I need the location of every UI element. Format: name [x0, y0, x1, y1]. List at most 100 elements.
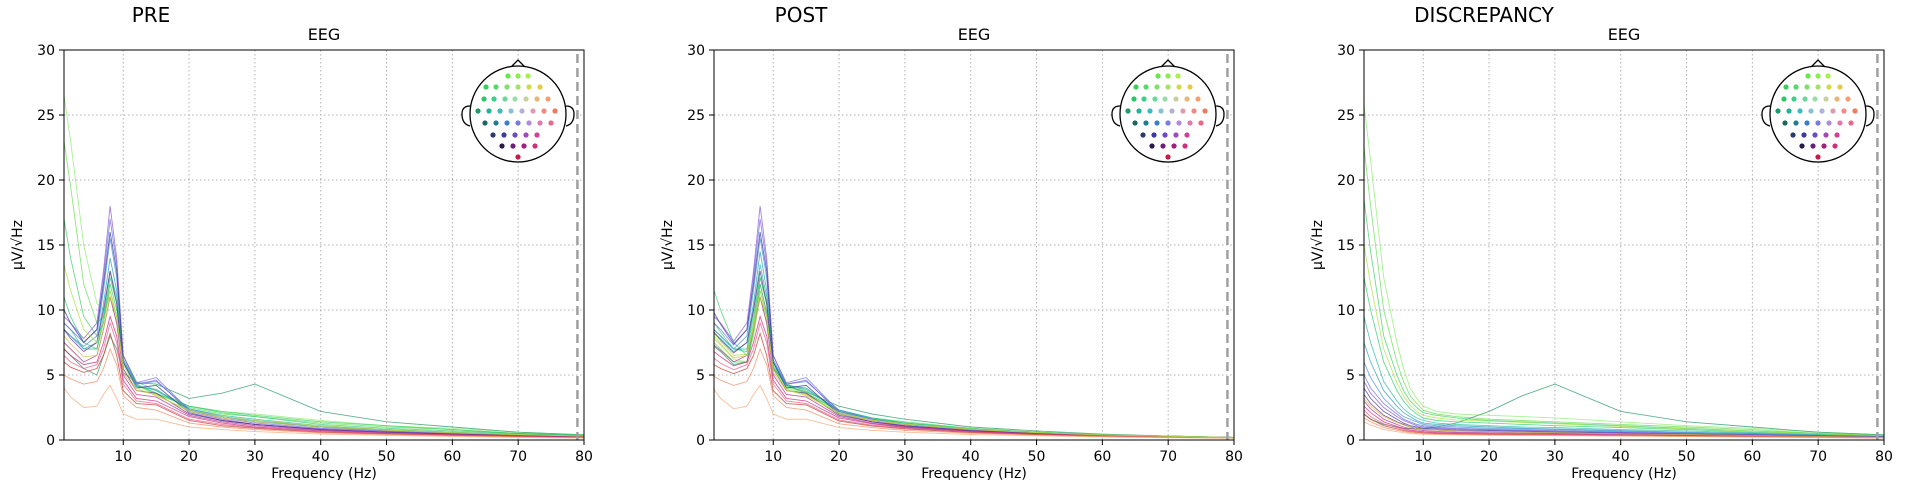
psd-trace [713, 321, 1235, 439]
sensor-dot [1783, 84, 1789, 90]
psd-trace [713, 264, 1235, 438]
sensor-dot [1802, 96, 1808, 102]
sensor-dot [1184, 96, 1190, 102]
sensor-dot [493, 84, 499, 90]
sensor-dot [1834, 132, 1840, 138]
psd-trace [63, 295, 585, 437]
x-tick-label: 30 [896, 449, 914, 465]
psd-trace [63, 231, 585, 438]
x-axis: 10 20 30 40 50 60 70 80 [764, 440, 1243, 465]
sensor-dot [525, 73, 531, 79]
x-tick-label: 10 [114, 449, 132, 465]
psd-trace [713, 384, 1235, 439]
sensor-dot [548, 120, 554, 126]
x-tick-label: 70 [509, 449, 527, 465]
sensor-dot [1191, 108, 1197, 114]
sensor-dot [526, 84, 532, 90]
sensor-dot [1173, 132, 1179, 138]
psd-trace [63, 277, 585, 436]
head-outline [1769, 65, 1867, 163]
x-axis: 10 20 30 40 50 60 70 80 [114, 440, 593, 465]
psd-trace [63, 296, 585, 438]
x-tick-label: 60 [443, 449, 461, 465]
y-tick-label: 5 [1346, 368, 1355, 384]
x-tick-label: 30 [246, 449, 264, 465]
psd-trace [713, 347, 1235, 439]
sensor-dot [1804, 84, 1810, 90]
sensor-dot [1154, 120, 1160, 126]
sensor-dot [1815, 73, 1821, 79]
sensor-dot [502, 96, 508, 102]
sensor-dot [1131, 96, 1137, 102]
psd-trace [63, 205, 585, 437]
y-tick-label: 30 [1337, 43, 1355, 59]
sensor-dot [552, 108, 558, 114]
sensor-dot [493, 120, 499, 126]
sensor-dot [1162, 132, 1168, 138]
sensor-dot [1160, 143, 1166, 149]
x-tick-label: 20 [830, 449, 848, 465]
sensor-dot [1125, 108, 1131, 114]
y-axis: 0 5 10 15 20 25 30 [687, 43, 714, 449]
right-ear-outline [1215, 105, 1225, 127]
sensor-dot [504, 120, 510, 126]
sensor-dot [1841, 108, 1847, 114]
sensor-dot [1169, 108, 1175, 114]
sensor-dot [1152, 96, 1158, 102]
psd-trace [63, 321, 585, 438]
panel-pre: PRE EEG 10 20 30 40 50 60 70 80 0 5 10 15 20 25 30 Fr… [10, 3, 593, 480]
psd-trace [63, 334, 585, 436]
psd-trace [713, 295, 1235, 438]
sensor-dot [526, 120, 532, 126]
psd-traces [1363, 104, 1885, 439]
y-tick-label: 15 [37, 238, 55, 254]
sensor-dot [1804, 120, 1810, 126]
chart-title: EEG [308, 25, 341, 44]
psd-trace [63, 264, 585, 437]
sensor-dot [534, 132, 540, 138]
sensor-dot [1195, 96, 1201, 102]
chart-title: EEG [1608, 25, 1641, 44]
x-tick-label: 50 [1678, 449, 1696, 465]
y-tick-label: 20 [37, 173, 55, 189]
sensor-dot [1155, 73, 1161, 79]
sensor-dot [1812, 132, 1818, 138]
y-tick-label: 10 [37, 303, 55, 319]
sensor-dot [1812, 96, 1818, 102]
y-tick-label: 30 [687, 43, 705, 59]
psd-trace [1363, 316, 1885, 437]
sensor-dot [499, 143, 505, 149]
y-tick-label: 20 [1337, 173, 1355, 189]
sensor-dot [490, 132, 496, 138]
x-tick-label: 50 [378, 449, 396, 465]
sensor-dot [1175, 73, 1181, 79]
sensor-dot [1775, 108, 1781, 114]
psd-trace [713, 290, 1235, 438]
y-axis-label: µV/√Hz [10, 220, 26, 270]
y-tick-label: 0 [696, 433, 705, 449]
psd-trace [713, 218, 1235, 438]
y-axis-label: µV/√Hz [660, 220, 676, 270]
panel-title: DISCREPANCY [1414, 3, 1555, 27]
sensor-dot [1793, 84, 1799, 90]
x-tick-label: 80 [1225, 449, 1243, 465]
sensor-dot [1147, 108, 1153, 114]
sensor-dot [1834, 96, 1840, 102]
y-tick-label: 25 [687, 108, 705, 124]
sensor-dot [1837, 120, 1843, 126]
psd-trace [713, 331, 1235, 439]
psd-trace [1363, 421, 1885, 439]
sensor-dot [1143, 120, 1149, 126]
sensor-dot [534, 96, 540, 102]
sensor-map [1111, 59, 1225, 163]
sensor-dot [1136, 108, 1142, 114]
x-tick-label: 30 [1546, 449, 1564, 465]
sensor-dot [510, 143, 516, 149]
psd-trace [713, 277, 1235, 438]
sensor-dot [1180, 108, 1186, 114]
sensor-dot [1793, 120, 1799, 126]
sensor-dot [481, 96, 487, 102]
psd-trace [713, 290, 1235, 438]
x-tick-label: 60 [1743, 449, 1761, 465]
sensor-dot [501, 132, 507, 138]
